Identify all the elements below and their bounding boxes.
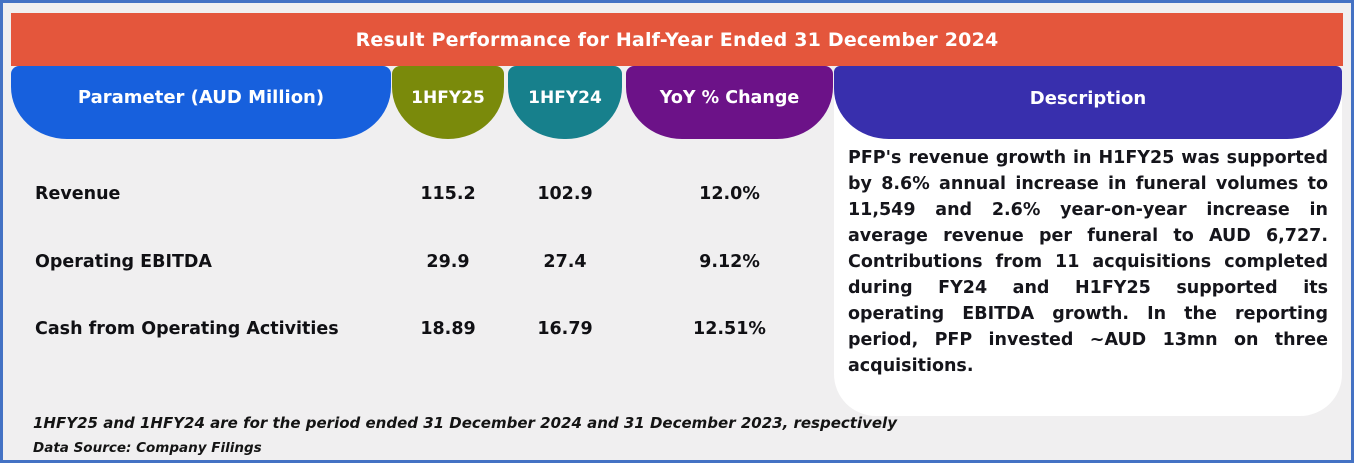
title-bar: Result Performance for Half-Year Ended 3… [11, 13, 1343, 66]
column-header-description: Description [834, 66, 1342, 139]
footnote-data-source: Data Source: Company Filings [33, 440, 262, 456]
revenue-yoy-value: 12.0% [699, 184, 760, 204]
ebitda-1hfy24-value: 27.4 [543, 252, 587, 272]
cash-1hfy24-value: 16.79 [537, 319, 593, 339]
column-header-1hfy24: 1HFY24 [508, 66, 622, 139]
description-text: PFP's revenue growth in H1FY25 was suppo… [848, 148, 1328, 376]
column-header-description-label: Description [1029, 88, 1147, 109]
column-header-parameter: Parameter (AUD Million) [11, 66, 391, 139]
column-header-1hfy25: 1HFY25 [392, 66, 504, 139]
column-header-yoy-change: YoY % Change [626, 66, 833, 139]
row-label-revenue: Revenue [35, 184, 121, 204]
row-label-cash-from-operating-activities: Cash from Operating Activities [35, 319, 339, 339]
cash-yoy-value: 12.51% [693, 319, 766, 339]
page-title: Result Performance for Half-Year Ended 3… [355, 28, 999, 51]
footnote-period-definition: 1HFY25 and 1HFY24 are for the period end… [33, 414, 897, 432]
revenue-1hfy25-value: 115.2 [420, 184, 476, 204]
ebitda-1hfy25-value: 29.9 [426, 252, 470, 272]
table-row: Revenue 115.2 102.9 12.0% [11, 184, 837, 208]
column-header-1hfy25-label: 1HFY25 [411, 87, 485, 108]
column-header-yoy-change-label: YoY % Change [659, 87, 800, 108]
table-row: Cash from Operating Activities 18.89 16.… [11, 319, 837, 343]
cash-1hfy25-value: 18.89 [420, 319, 476, 339]
ebitda-yoy-value: 9.12% [699, 252, 760, 272]
table-row: Operating EBITDA 29.9 27.4 9.12% [11, 252, 837, 276]
description-card: Description PFP's revenue growth in H1FY… [834, 66, 1342, 416]
column-header-parameter-label: Parameter (AUD Million) [77, 87, 325, 108]
row-label-operating-ebitda: Operating EBITDA [35, 252, 212, 272]
revenue-1hfy24-value: 102.9 [537, 184, 593, 204]
column-header-1hfy24-label: 1HFY24 [528, 87, 602, 108]
